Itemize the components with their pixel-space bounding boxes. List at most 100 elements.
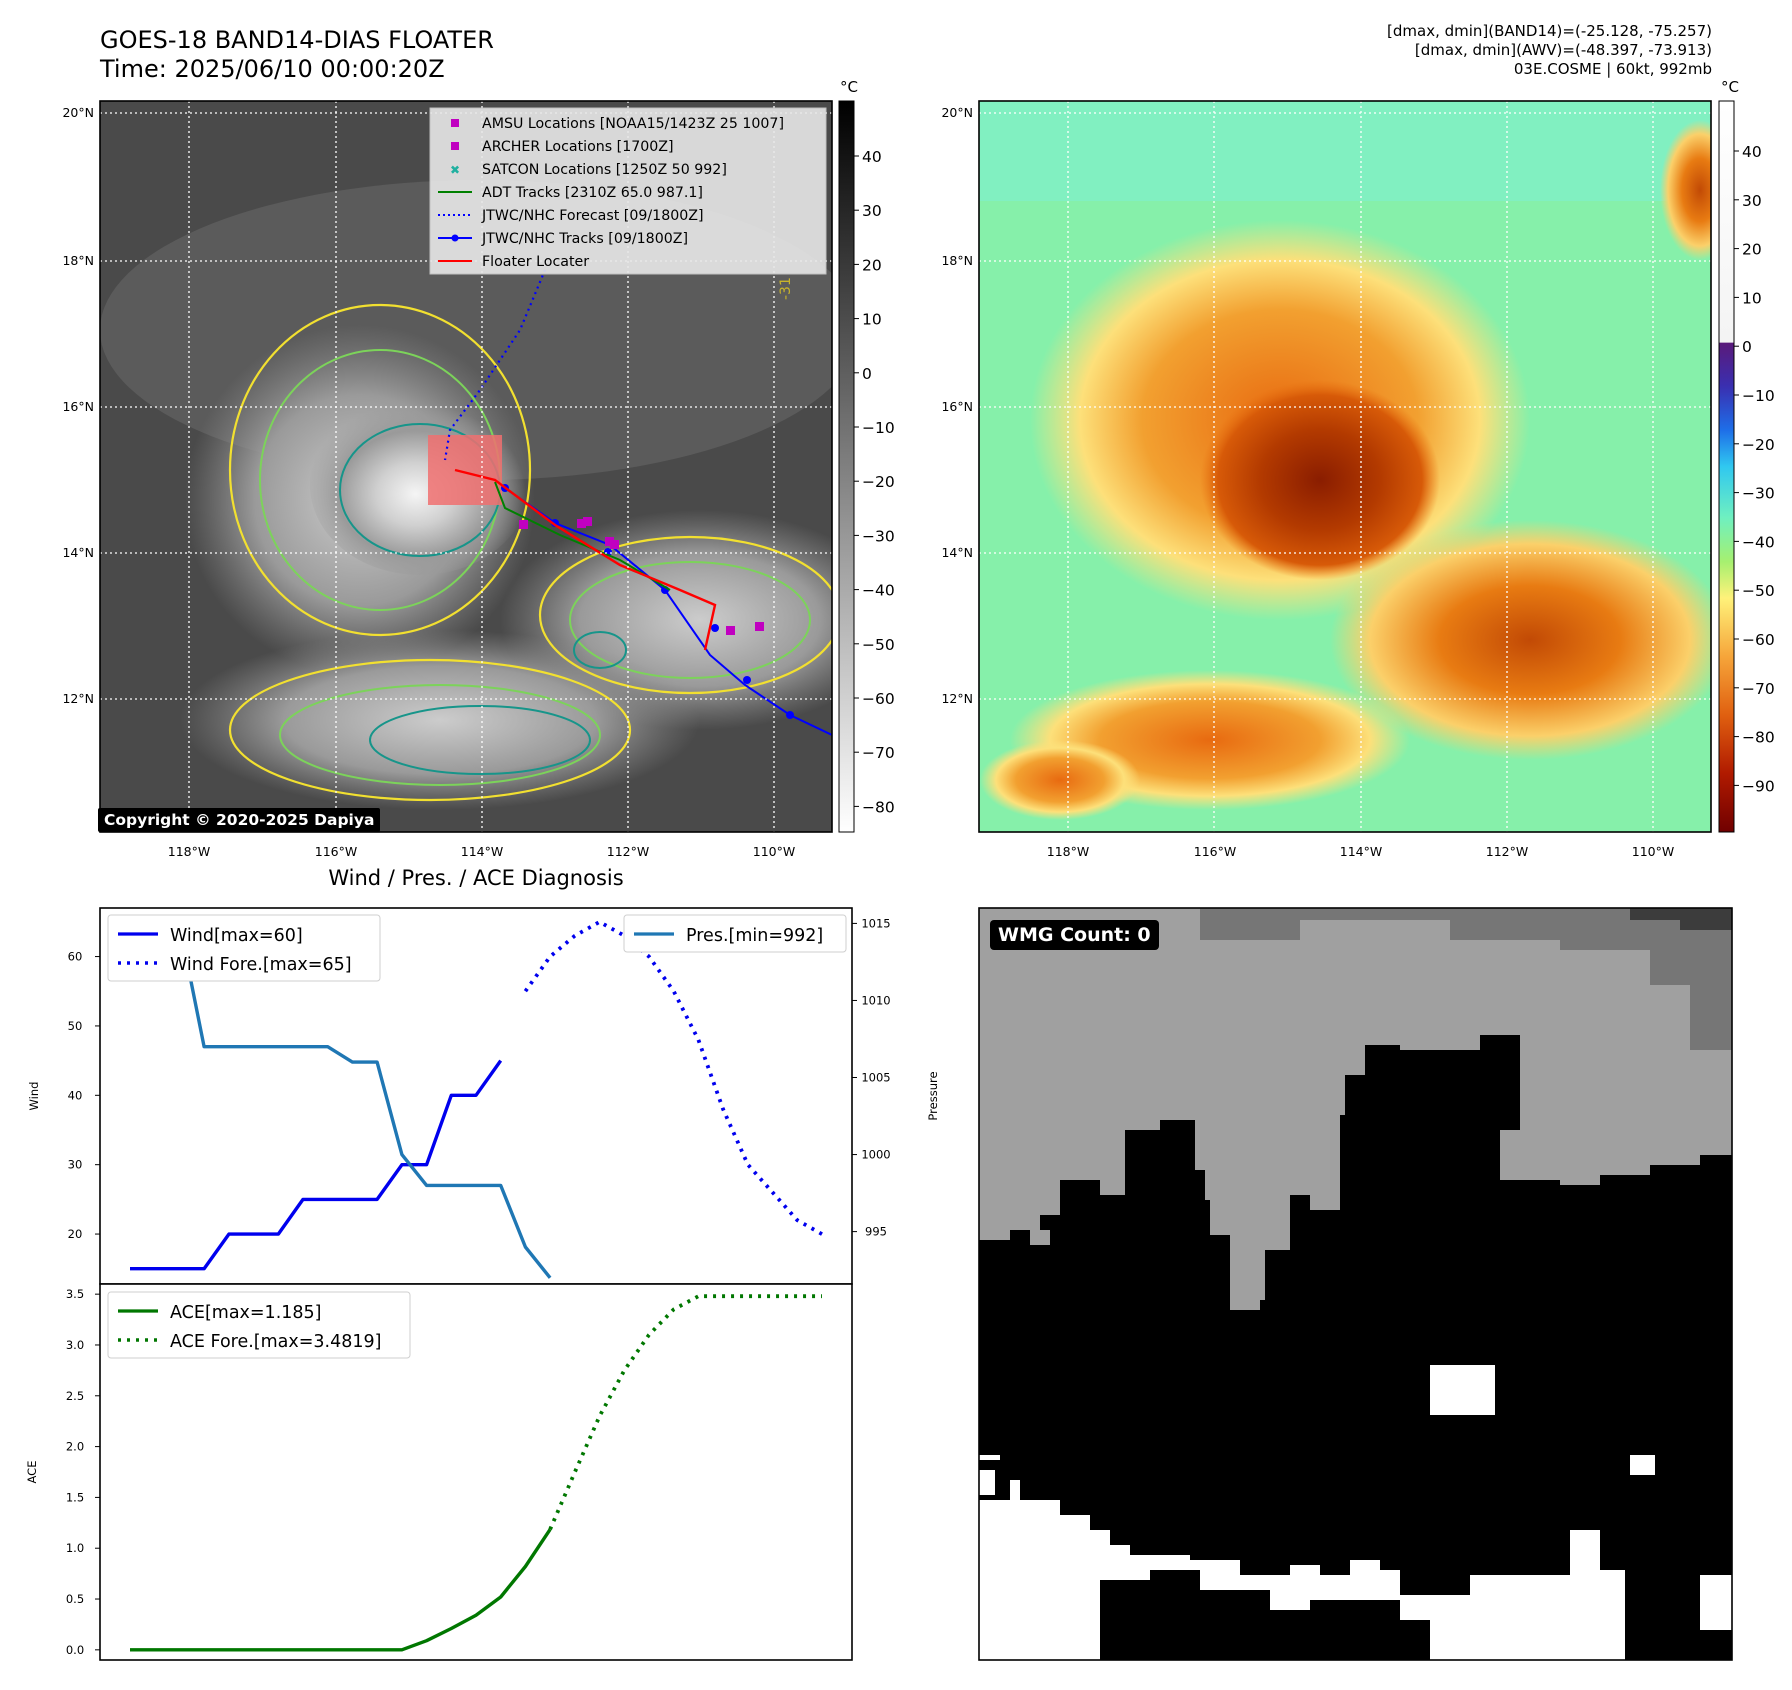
awv-colorbar-tick-label: 10 <box>1742 289 1762 307</box>
legend-label: JTWC/NHC Tracks [09/1800Z] <box>481 231 688 247</box>
y-tick-label: 40 <box>68 1088 83 1102</box>
ir-lon-tick: 116°W <box>315 844 357 859</box>
ir-lat-tick: 16°N <box>62 399 94 414</box>
ir-map-legend: AMSU Locations [NOAA15/1423Z 25 1007] ARC… <box>429 107 827 275</box>
awv-colorbar-tick-label: −20 <box>1742 436 1775 454</box>
ir-lat-tick: 14°N <box>62 545 94 560</box>
awv-colorbar-tick-label: −50 <box>1742 582 1775 600</box>
awv-colorbar-tick-label: 40 <box>1742 143 1762 161</box>
awv-colorbar-tick-label: −40 <box>1742 533 1775 551</box>
wmg-map <box>978 907 1733 1661</box>
awv-colorbar-tick-label: 20 <box>1742 241 1762 259</box>
ir-colorbar-tick-label: 20 <box>862 256 882 274</box>
y-tick-label: 3.5 <box>66 1287 84 1301</box>
y-tick-label: 2.5 <box>66 1389 84 1403</box>
awv-cloud-field <box>979 101 1711 820</box>
ir-lon-tick: 118°W <box>168 844 210 859</box>
y-tick-label: 20 <box>68 1227 83 1241</box>
ir-lat-tick: 20°N <box>62 105 94 120</box>
ir-colorbar-tick-label: −70 <box>862 744 895 762</box>
legend-marker <box>451 234 459 242</box>
ace-legend: ACE[max=1.185] ACE Fore.[max=3.4819] <box>107 1291 411 1359</box>
legend-label: ARCHER Locations [1700Z] <box>482 139 674 155</box>
ir-colorbar-tick-label: −60 <box>862 690 895 708</box>
storm-info: [dmax, dmin](BAND14)=(-25.128, -75.257) … <box>1387 22 1712 79</box>
legend-label-pressure: Pres.[min=992] <box>686 926 823 946</box>
y-tick-label: 2.0 <box>66 1440 84 1454</box>
ace-axis-label: ACE <box>25 1461 39 1484</box>
series-line-1 <box>523 920 823 1236</box>
awv-colorbar-tick-label: −30 <box>1742 485 1775 503</box>
legend-label: JTWC/NHC Forecast [09/1800Z] <box>481 208 704 224</box>
figure-title: GOES-18 BAND14-DIAS FLOATER Time: 2025/0… <box>100 26 494 84</box>
diagnosis-title: Wind / Pres. / ACE Diagnosis <box>328 866 624 890</box>
awv-lat-tick: 18°N <box>941 253 973 268</box>
y-right-tick-label: 1010 <box>861 993 890 1007</box>
awv-lon-tick: 114°W <box>1340 844 1382 859</box>
awv-colorbar-tick-label: −90 <box>1742 777 1775 795</box>
y-right-tick-label: 1000 <box>861 1148 890 1162</box>
info-line-2: [dmax, dmin](AWV)=(-48.397, -73.913) <box>1414 41 1712 59</box>
y-right-tick-label: 1005 <box>861 1071 890 1085</box>
y-tick-label: 60 <box>68 950 83 964</box>
ir-colorbar-tick-label: 40 <box>862 148 882 166</box>
ir-colorbar-tick-label: −30 <box>862 527 895 545</box>
awv-lat-tick: 12°N <box>941 691 973 706</box>
legend-marker <box>451 142 459 150</box>
awv-map <box>978 100 1712 833</box>
ace-chart: 0.0 0.5 1.0 1.5 2.0 2.5 3.0 3.5 ACE ACE[max=1.1… <box>25 1283 853 1661</box>
y-right-tick-label: 995 <box>865 1225 887 1239</box>
ir-lat-tick: 12°N <box>62 691 94 706</box>
legend-label: AMSU Locations [NOAA15/1423Z 25 1007] <box>482 116 784 132</box>
ir-colorbar-tick-label: −40 <box>862 582 895 600</box>
awv-colorbar-tick-label: 0 <box>1742 338 1752 356</box>
awv-lat-tick: 20°N <box>941 105 973 120</box>
y-tick-label: 3.0 <box>66 1338 84 1352</box>
series-line-1 <box>548 1294 822 1531</box>
pressure-axis-label: Pressure <box>926 1071 940 1120</box>
awv-lon-tick: 110°W <box>1632 844 1674 859</box>
ir-lon-tick: 112°W <box>607 844 649 859</box>
wmg-count-badge: WMG Count: 0 <box>990 920 1159 950</box>
pressure-legend: Pres.[min=992] <box>623 914 847 953</box>
ir-colorbar-unit: °C <box>840 78 858 96</box>
info-line-3: 03E.COSME | 60kt, 992mb <box>1513 60 1712 78</box>
ir-colorbar: °C 40 30 20 10 0 −10 −20 −30 −40 −50 −60 −70 −80 <box>838 78 895 833</box>
wind-legend: Wind[max=60] Wind Fore.[max=65] <box>107 914 381 982</box>
series-line-0 <box>130 1059 503 1271</box>
awv-colorbar-tick-label: −60 <box>1742 631 1775 649</box>
legend-label: Floater Locater <box>482 254 589 270</box>
awv-lon-tick: 112°W <box>1486 844 1528 859</box>
copyright-badge: Copyright © 2020-2025 Dapiya <box>98 808 381 832</box>
ir-colorbar-tick-label: 10 <box>862 311 882 329</box>
ir-lon-tick: 110°W <box>753 844 795 859</box>
ir-lon-tick: 114°W <box>461 844 503 859</box>
awv-lat-tick: 14°N <box>941 545 973 560</box>
ir-colorbar-tick-label: −20 <box>862 473 895 491</box>
ir-colorbar-tick-label: 30 <box>862 202 882 220</box>
info-line-1: [dmax, dmin](BAND14)=(-25.128, -75.257) <box>1387 22 1712 40</box>
title-line-1: GOES-18 BAND14-DIAS FLOATER <box>100 26 494 54</box>
awv-colorbar-tick-label: −70 <box>1742 680 1775 698</box>
y-tick-label: 1.0 <box>66 1541 84 1555</box>
y-tick-label: 50 <box>68 1019 83 1033</box>
y-tick-label: 30 <box>68 1158 83 1172</box>
legend-marker: ✖ <box>450 163 460 177</box>
legend-marker <box>451 119 459 127</box>
ir-colorbar-tick-label: −10 <box>862 419 895 437</box>
y-tick-label: 1.5 <box>66 1490 84 1504</box>
series-line-0 <box>130 1528 552 1652</box>
wind-pressure-chart: 20 30 40 50 60 995 1000 1005 1010 1015 Wind Press… <box>27 907 940 1285</box>
legend-label-wind-fore: Wind Fore.[max=65] <box>170 955 352 975</box>
awv-colorbar-unit: °C <box>1721 78 1739 96</box>
awv-colorbar-tick-label: −10 <box>1742 387 1775 405</box>
legend-label-ace-fore: ACE Fore.[max=3.4819] <box>170 1332 381 1352</box>
ir-colorbar-tick-label: 0 <box>862 365 872 383</box>
ir-colorbar-tick-label: −50 <box>862 636 895 654</box>
contour-label: -31 <box>778 277 794 300</box>
awv-colorbar: °C 40 30 20 10 0 −10 −20 −30 −40 −50 −60 −70 −80 −90 <box>1718 78 1775 833</box>
wind-axis-label: Wind <box>27 1082 41 1111</box>
title-line-2: Time: 2025/06/10 00:00:20Z <box>100 55 445 83</box>
awv-colorbar-tick-label: 30 <box>1742 192 1762 210</box>
